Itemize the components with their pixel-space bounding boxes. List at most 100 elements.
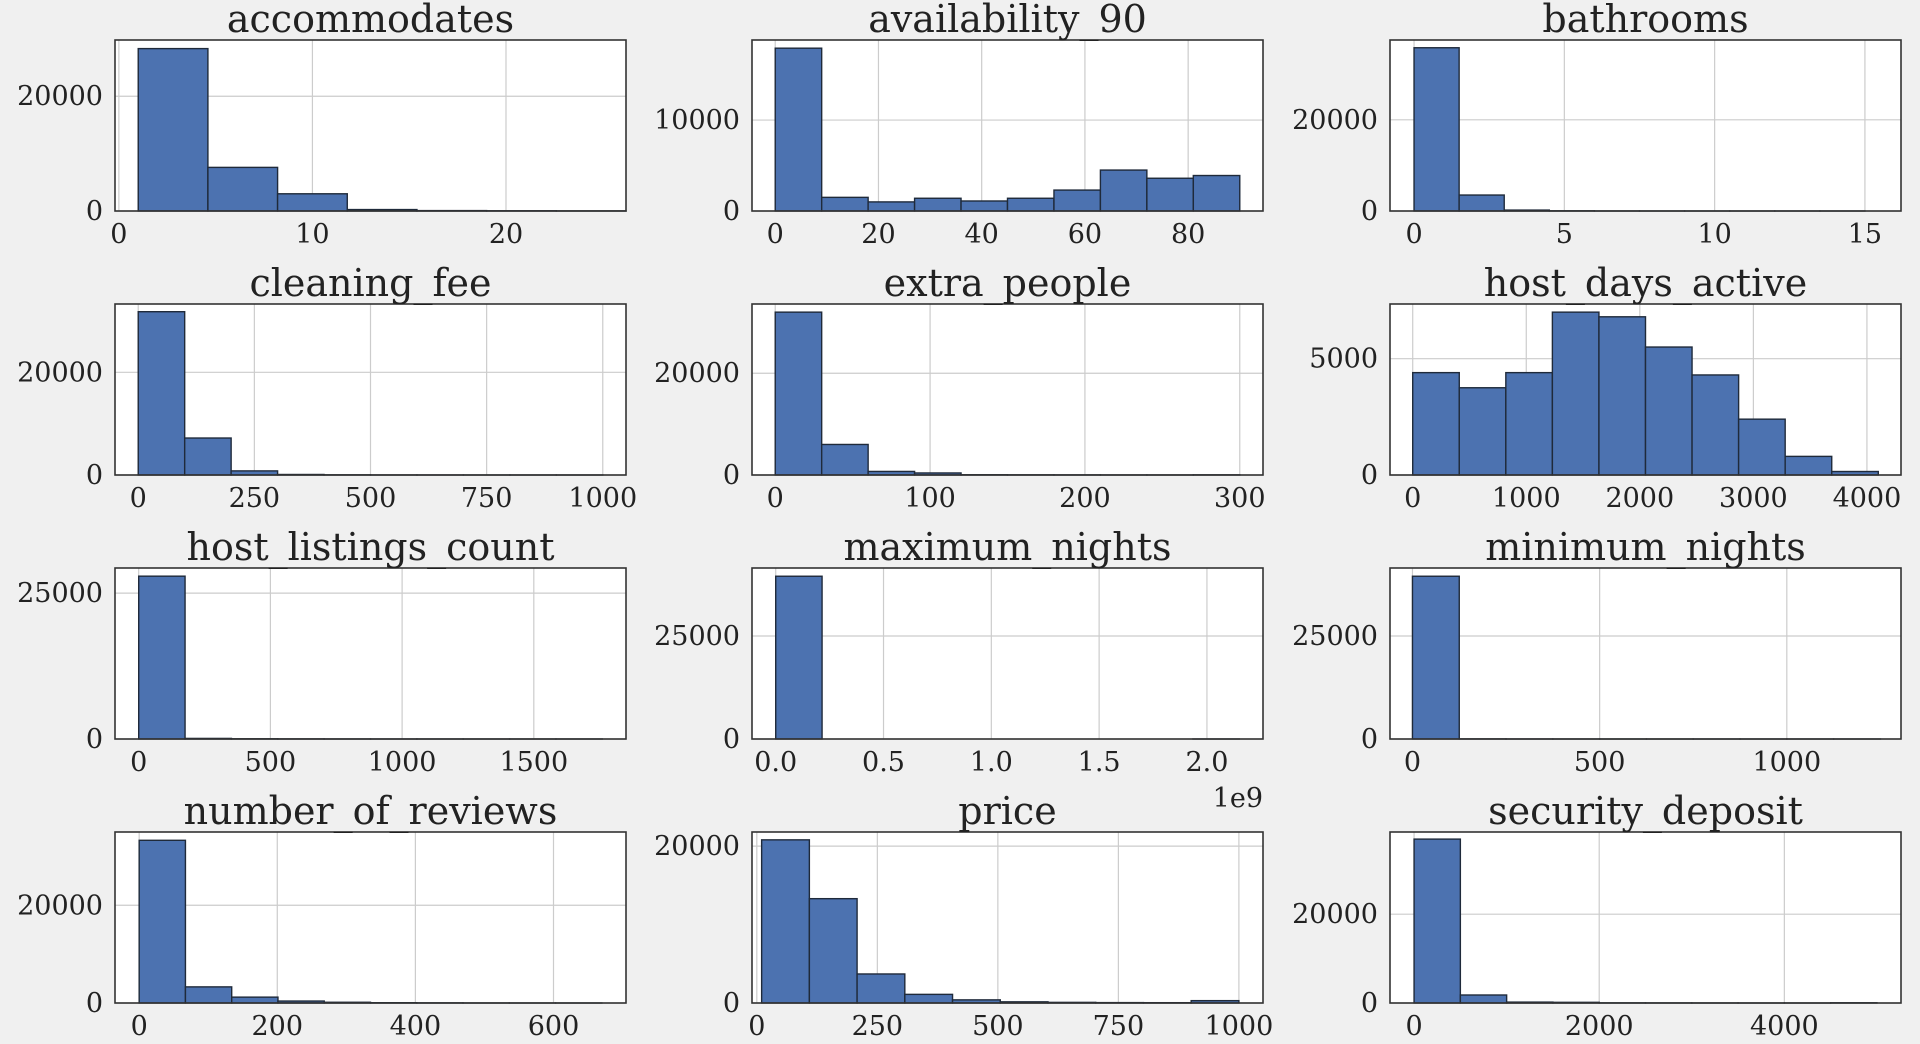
histogram-bar xyxy=(1459,994,1508,1004)
histogram-bar xyxy=(904,993,954,1004)
histogram-bar xyxy=(1412,371,1460,476)
y-tick-label: 0 xyxy=(1361,988,1378,1019)
x-tick-label: 2000 xyxy=(1565,1011,1634,1042)
histogram-bar xyxy=(231,996,279,1004)
axes-frame xyxy=(751,39,1264,212)
x-tick-label: 1.0 xyxy=(970,747,1013,778)
histogram-panel: maximum_nights 0.0 0.5 1.0 1.5 2.0 0 25000 1e9 xyxy=(654,525,1264,814)
histogram-bar xyxy=(774,311,823,476)
y-tick-label: 20000 xyxy=(17,890,103,921)
y-tick-label: 0 xyxy=(723,724,740,755)
chart-title: host_days_active xyxy=(1484,261,1807,306)
x-tick-label: 4000 xyxy=(1750,1011,1819,1042)
histogram-bar xyxy=(1737,418,1786,476)
axes-frame xyxy=(114,567,627,740)
histogram-bar xyxy=(856,973,906,1004)
axes-frame xyxy=(751,831,1264,1004)
histogram-bar xyxy=(1784,455,1833,476)
histogram-bar xyxy=(1644,346,1693,476)
y-tick-label: 25000 xyxy=(17,578,103,609)
y-tick-label: 0 xyxy=(723,196,740,227)
x-tick-label: 500 xyxy=(1574,747,1626,778)
x-tick-label: 2.0 xyxy=(1185,747,1228,778)
x-tick-label: 15 xyxy=(1848,219,1882,250)
axes-frame xyxy=(114,831,627,1004)
y-tick-label: 0 xyxy=(1361,460,1378,491)
axes-frame xyxy=(1389,303,1902,476)
histogram-bar xyxy=(1551,311,1600,476)
plot-area xyxy=(1390,568,1901,739)
histogram-panel: host_days_active 0 1000 2000 3000 4000 0 5000 xyxy=(1309,261,1902,514)
x-tick-label: 750 xyxy=(1093,1011,1145,1042)
histogram-panel: minimum_nights 0 500 1000 0 25000 xyxy=(1292,525,1902,778)
x-tick-label: 4000 xyxy=(1833,483,1902,514)
histogram-bar xyxy=(137,311,186,476)
y-tick-label: 20000 xyxy=(17,357,103,388)
histogram-bar xyxy=(138,575,186,740)
x-tick-label: 40 xyxy=(965,219,999,250)
histogram-bar xyxy=(1099,169,1148,212)
histogram-bar xyxy=(1691,374,1740,476)
y-tick-label: 25000 xyxy=(654,621,740,652)
axes-frame xyxy=(751,567,1264,740)
x-tick-label: 200 xyxy=(252,1011,304,1042)
histogram-panel: extra_people 0 100 200 300 0 20000 xyxy=(654,261,1265,514)
chart-title: bathrooms xyxy=(1542,0,1748,41)
x-tick-label: 500 xyxy=(345,483,397,514)
histogram-bar xyxy=(808,897,858,1004)
x-tick-label: 200 xyxy=(1059,483,1111,514)
histogram-panel: cleaning_fee 0 250 500 750 1000 0 20000 xyxy=(17,261,637,514)
histogram-bar xyxy=(1053,189,1102,212)
x-tick-label: 1000 xyxy=(1492,483,1561,514)
y-tick-label: 5000 xyxy=(1309,344,1378,375)
x-tick-label: 0 xyxy=(110,219,127,250)
histogram-bar xyxy=(820,443,869,476)
x-tick-label: 0 xyxy=(767,219,784,250)
histogram-bar xyxy=(1458,387,1507,476)
x-tick-label: 10 xyxy=(1697,219,1731,250)
chart-title: availability_90 xyxy=(868,0,1147,42)
plot-area xyxy=(115,832,626,1003)
plot-area xyxy=(1390,40,1901,211)
histogram-bar xyxy=(774,47,823,212)
x-tick-label: 0 xyxy=(1404,747,1421,778)
y-tick-label: 20000 xyxy=(17,81,103,112)
histogram-bar xyxy=(960,200,1009,212)
y-tick-label: 0 xyxy=(1361,196,1378,227)
histogram-bar xyxy=(1413,838,1462,1004)
histogram-bar xyxy=(1006,197,1055,212)
axes-frame xyxy=(1389,831,1902,1004)
chart-title: security_deposit xyxy=(1488,789,1803,834)
histogram-bar xyxy=(913,197,962,212)
histogram-bar xyxy=(1192,174,1241,212)
x-tick-label: 20 xyxy=(489,219,523,250)
x-tick-label: 0 xyxy=(1404,483,1421,514)
x-tick-label: 0.0 xyxy=(754,747,797,778)
x-tick-label: 3000 xyxy=(1719,483,1788,514)
y-tick-label: 25000 xyxy=(1292,621,1378,652)
histogram-bar xyxy=(1146,177,1195,212)
chart-title: minimum_nights xyxy=(1485,525,1806,570)
axes-frame xyxy=(751,303,1264,476)
histogram-bar xyxy=(184,986,233,1004)
histogram-bar xyxy=(820,196,869,212)
x-tick-label: 400 xyxy=(390,1011,442,1042)
histogram-panel: number_of_reviews 0 200 400 600 0 20000 xyxy=(17,789,627,1042)
x-tick-label: 0 xyxy=(1405,219,1422,250)
chart-title: host_listings_count xyxy=(186,525,554,570)
histogram-panel: accommodates 0 10 20 0 20000 xyxy=(17,0,627,250)
x-tick-label: 0 xyxy=(130,483,147,514)
y-tick-label: 20000 xyxy=(1292,105,1378,136)
histogram-panel: availability_90 0 20 40 60 80 0 10000 xyxy=(654,0,1264,250)
x-tick-label: 500 xyxy=(245,747,297,778)
histogram-bar xyxy=(867,201,916,212)
y-tick-label: 10000 xyxy=(654,105,740,136)
histogram-bar xyxy=(775,575,823,740)
histogram-bar xyxy=(183,437,232,476)
chart-title: price xyxy=(958,789,1056,833)
plot-area xyxy=(1390,832,1901,1003)
x-tick-label: 60 xyxy=(1068,219,1102,250)
y-tick-label: 0 xyxy=(86,988,103,1019)
x-tick-label: 0 xyxy=(130,747,147,778)
